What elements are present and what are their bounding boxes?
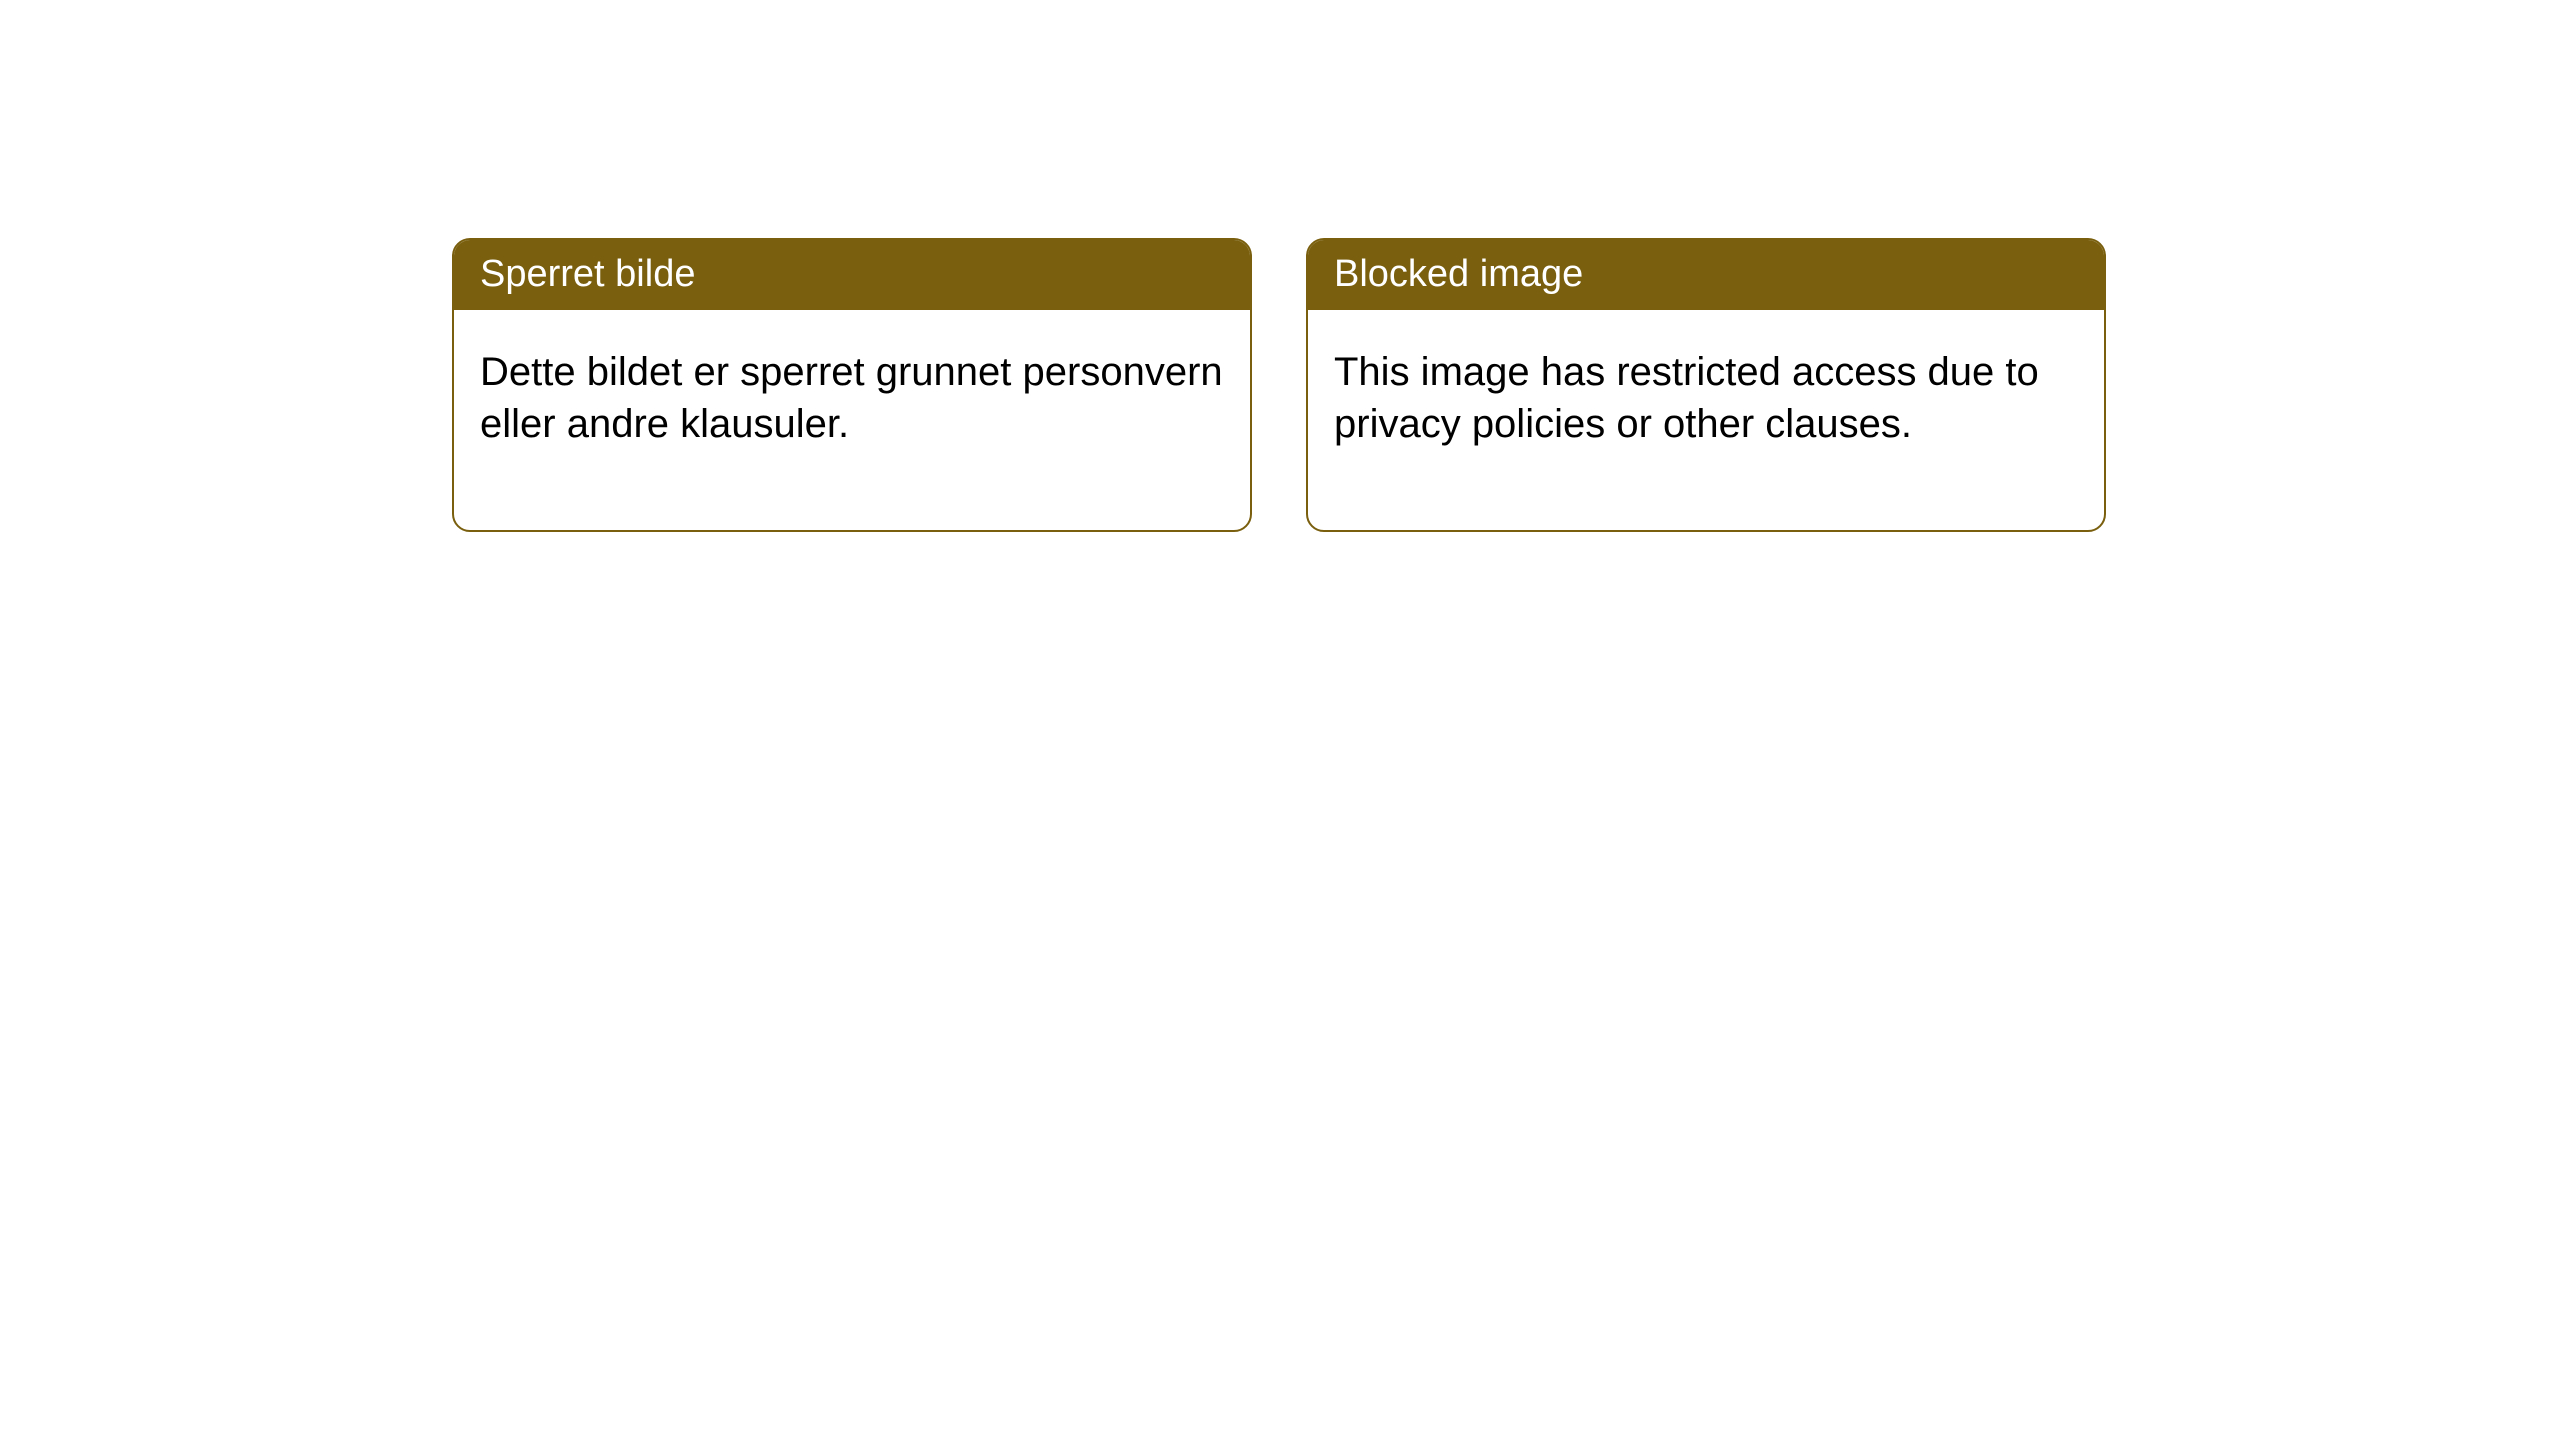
- notice-header: Sperret bilde: [454, 240, 1250, 310]
- notice-box-norwegian: Sperret bilde Dette bildet er sperret gr…: [452, 238, 1252, 532]
- notice-body-text: This image has restricted access due to …: [1308, 310, 2104, 530]
- notice-box-english: Blocked image This image has restricted …: [1306, 238, 2106, 532]
- notice-body-text: Dette bildet er sperret grunnet personve…: [454, 310, 1250, 530]
- notice-header: Blocked image: [1308, 240, 2104, 310]
- notices-container: Sperret bilde Dette bildet er sperret gr…: [452, 238, 2106, 532]
